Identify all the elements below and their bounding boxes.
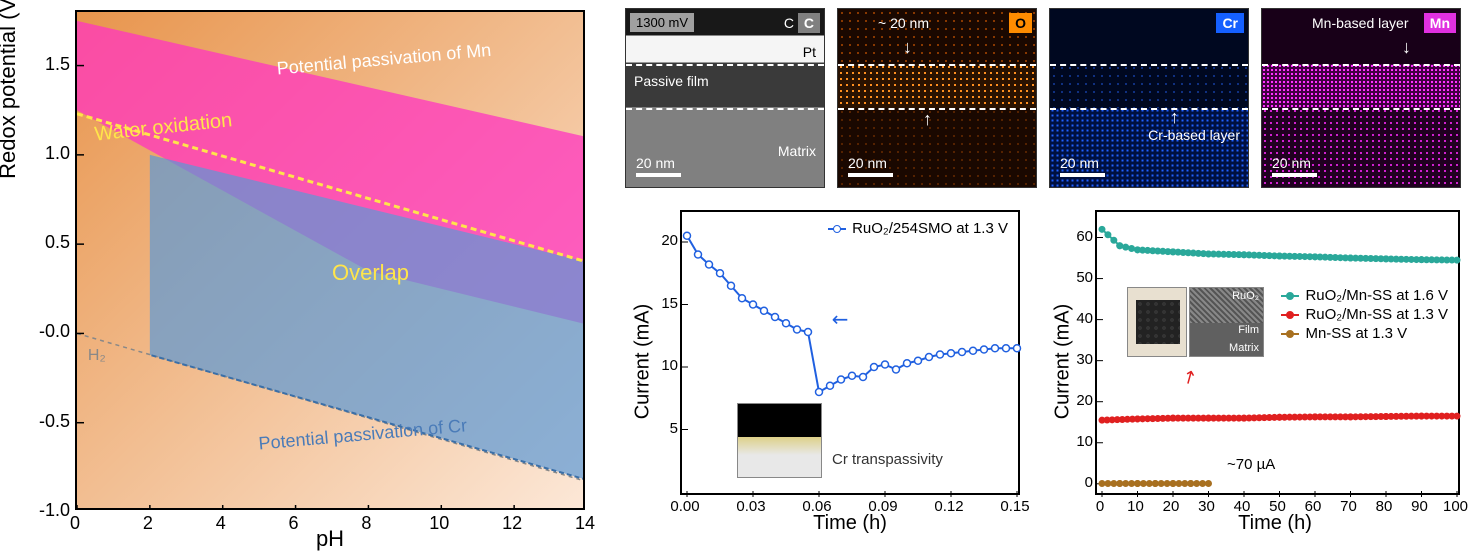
eds-c-element: C (798, 13, 820, 33)
eds-c-layer-matrix: Matrix (778, 143, 816, 159)
eds-panels-row: 1300 mV C C Pt Passive film Matrix 20 nm… (625, 8, 1461, 188)
eds-panel-c: 1300 mV C C Pt Passive film Matrix 20 nm (625, 8, 825, 188)
inset-sem: RuO₂ Film Matrix (1189, 287, 1264, 357)
chart-c-legend: RuO₂/Mn-SS at 1.6 V RuO₂/Mn-SS at 1.3 V … (1281, 287, 1448, 344)
eds-o-element: O (1009, 13, 1032, 33)
eds-mn-scale: 20 nm (1272, 155, 1317, 177)
svg-text:Overlap: Overlap (332, 260, 409, 285)
eds-cr-scale: 20 nm (1060, 155, 1105, 177)
arrow-up-icon: ↑ (923, 109, 932, 130)
arrow-down-icon: ↓ (1402, 37, 1411, 58)
chart-stability: Current (mA) RuO₂ Film Matrix ↗ RuO₂/Mn-… (1045, 205, 1465, 535)
arrow-up-icon: ↑ (1170, 107, 1179, 128)
chart-transpassivity: Current (mA) Cr transpassivity ↙ RuO₂/25… (625, 205, 1025, 535)
eds-mn-element: Mn (1424, 13, 1456, 33)
chart-b-legend: RuO₂/254SMO at 1.3 V (828, 220, 1008, 239)
chart-b-xlabel: Time (h) (813, 512, 887, 535)
eds-panel-cr: Cr Cr-based layer ↑ 20 nm (1049, 8, 1249, 188)
eds-cr-element: Cr (1216, 13, 1244, 33)
eds-c-layer-pt: Pt (803, 44, 816, 60)
eds-cr-layer-label: Cr-based layer (1148, 127, 1240, 143)
arrow-down-icon: ↓ (903, 37, 912, 58)
svg-text:H₂: H₂ (88, 347, 106, 364)
eds-panel-mn: Mn Mn-based layer ↓ 20 nm (1261, 8, 1461, 188)
eds-c-layer-film: Passive film (634, 73, 709, 89)
inset-photo-stable (1127, 287, 1187, 357)
eds-c-layer-c: C (784, 15, 794, 31)
eds-panel-o: O ~ 20 nm ↓ ↑ 20 nm (837, 8, 1037, 188)
eds-o-scale: 20 nm (848, 155, 893, 177)
chart-c-xlabel: Time (h) (1238, 512, 1312, 535)
eds-c-voltage: 1300 mV (630, 13, 694, 32)
eds-o-thickness: ~ 20 nm (878, 15, 929, 31)
eds-mn-layer-label: Mn-based layer (1312, 15, 1409, 31)
chart-b-annotation: Cr transpassivity (832, 451, 943, 468)
chart-c-annotation: ~70 µA (1227, 456, 1275, 473)
eds-c-scale: 20 nm (636, 155, 681, 177)
pourbaix-xlabel: pH (316, 526, 344, 552)
pourbaix-diagram: Redox potential (V) Potential passivatio… (0, 0, 600, 552)
inset-photo-corroded (737, 403, 822, 478)
pourbaix-plot-area: Potential passivation of MnWater oxidati… (75, 10, 585, 510)
